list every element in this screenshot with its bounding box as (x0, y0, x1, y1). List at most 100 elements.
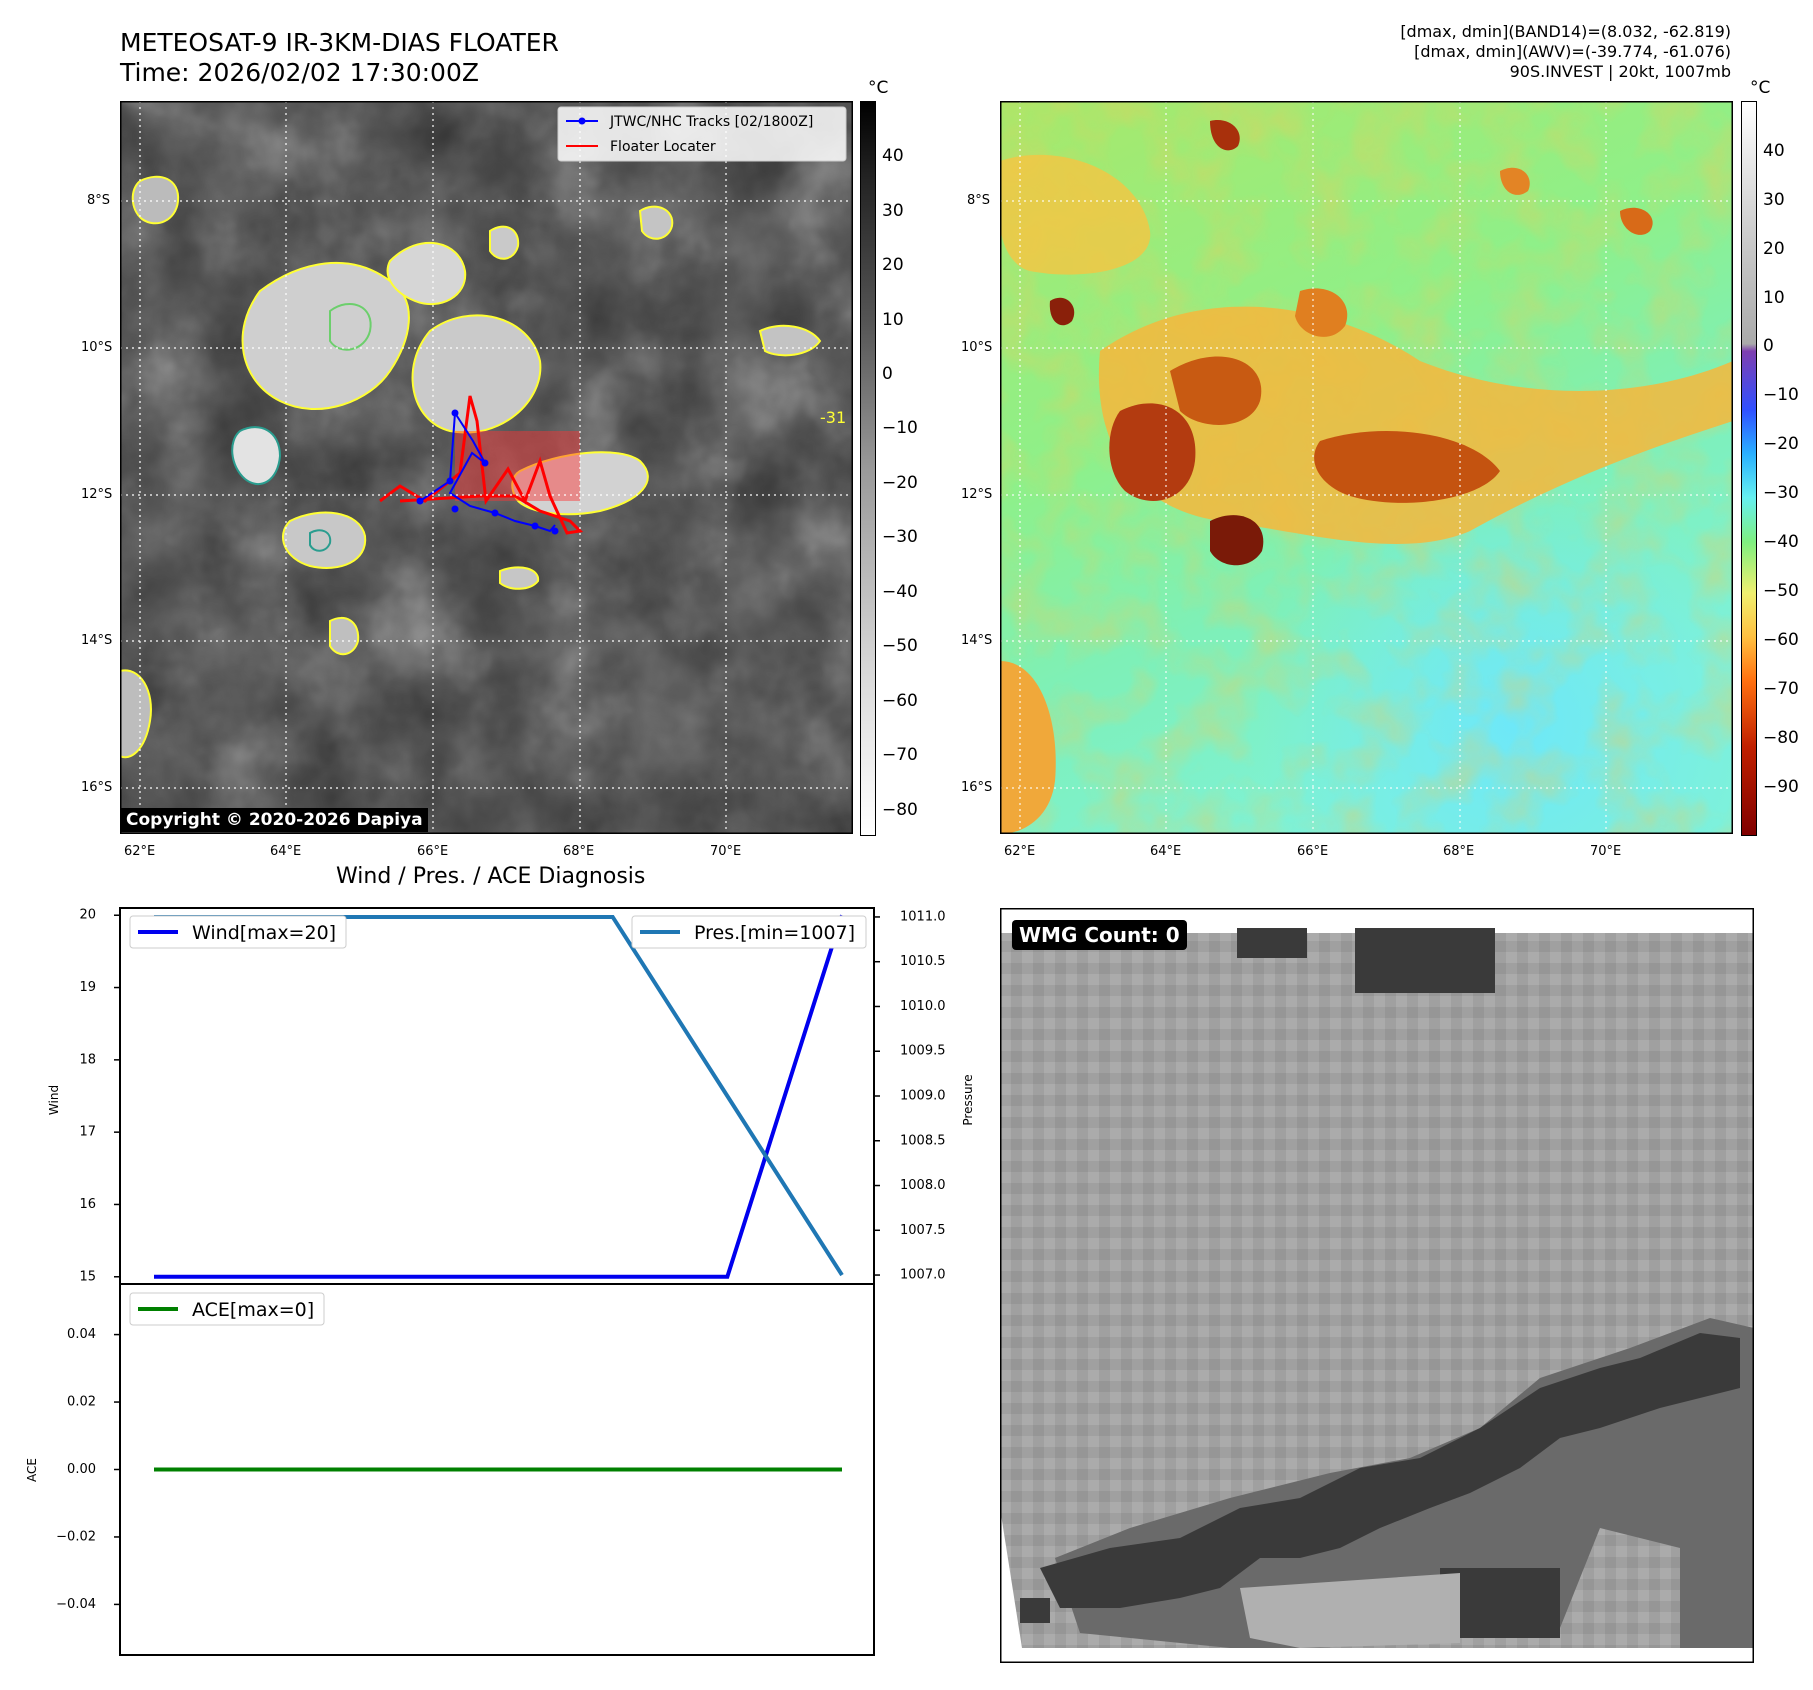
pressure-legend-label: Pres.[min=1007] (694, 922, 855, 944)
wv-cbar-tick: 0 (1763, 336, 1774, 356)
ir-gridlines (120, 101, 853, 834)
axis-tick-label: 1011.0 (900, 909, 946, 924)
wv-lon-tick: 64°E (1150, 844, 1182, 859)
wv-cbar-tick: −90 (1763, 777, 1799, 797)
jtwc-track-points (416, 409, 559, 535)
axis-tick-label: 18 (79, 1052, 96, 1067)
wv-frame (1000, 101, 1733, 834)
pressure-legend: Pres.[min=1007] (631, 915, 867, 949)
wv-lon-tick: 66°E (1297, 844, 1329, 859)
ace-legend-label: ACE[max=0] (192, 1299, 314, 1321)
ir-cbar-tick: −50 (882, 636, 918, 656)
storm-info: 90S.INVEST | 20kt, 1007mb (1509, 62, 1731, 81)
ace-axis-label: ACE (25, 1458, 39, 1482)
wv-lat-tick: 16°S (961, 780, 993, 795)
ir-cbar-tick: −60 (882, 691, 918, 711)
wv-cbar-tick: −40 (1763, 532, 1799, 552)
wv-cbar-tick: 30 (1763, 190, 1785, 210)
wv-lat-tick: 12°S (961, 487, 993, 502)
axis-tick-label: 1009.0 (900, 1089, 946, 1104)
wv-cbar-tick: −10 (1763, 385, 1799, 405)
axis-tick-label: 19 (79, 980, 96, 995)
ir-lat-tick: 8°S (87, 193, 111, 208)
wmg-frame (1000, 908, 1754, 1663)
wv-moist-regions (1000, 120, 1733, 834)
ir-satellite-image: -31 JTWC/NHC Tracks [02/1800Z] Floater L… (120, 101, 853, 834)
ir-colorbar (860, 101, 876, 836)
axis-tick-label: −0.04 (56, 1597, 96, 1612)
wv-cbar-tick: −50 (1763, 581, 1799, 601)
wv-lat-tick: 14°S (961, 633, 993, 648)
ir-cbar-tick: −20 (882, 473, 918, 493)
axis-tick-label: 16 (79, 1197, 96, 1212)
ir-lat-tick: 12°S (81, 487, 113, 502)
wind-series-line (154, 914, 844, 1279)
ir-legend: JTWC/NHC Tracks [02/1800Z] Floater Locat… (557, 106, 847, 162)
ir-cbar-tick: −40 (882, 582, 918, 602)
wv-colorbar (1741, 101, 1757, 836)
wv-cbar-tick: −20 (1763, 434, 1799, 454)
time-title: Time: 2026/02/02 17:30:00Z (120, 58, 479, 87)
wv-lon-tick: 68°E (1443, 844, 1475, 859)
diagnosis-title: Wind / Pres. / ACE Diagnosis (336, 864, 646, 889)
wind-legend: Wind[max=20] (129, 915, 347, 949)
ir-cbar-tick: −70 (882, 745, 918, 765)
ace-axis: 0.04 0.02 0.00 −0.02 −0.04 (56, 1327, 120, 1612)
wv-cbar-tick: −30 (1763, 483, 1799, 503)
diagnosis-chart: 20 19 18 17 16 15 1011.0 1010.5 1010.0 1009.5 100… (25, 907, 975, 1656)
wind-axis-label: Wind (47, 1085, 61, 1115)
band14-stats: [dmax, dmin](BAND14)=(8.032, -62.819) (1400, 22, 1731, 41)
wmg-image (1000, 908, 1754, 1663)
water-vapor-image (1000, 101, 1733, 834)
figure-title: METEOSAT-9 IR-3KM-DIAS FLOATER Time: 202… (120, 28, 559, 88)
pressure-axis: 1011.0 1010.5 1010.0 1009.5 1009.0 1008.5 1008… (874, 909, 946, 1283)
ace-legend: ACE[max=0] (129, 1292, 325, 1326)
wv-lat-tick: 8°S (967, 193, 991, 208)
axis-tick-label: 20 (79, 908, 96, 923)
ir-cbar-tick: 10 (882, 310, 904, 330)
axis-tick-label: 1010.5 (900, 954, 946, 969)
axis-tick-label: 1007.0 (900, 1268, 946, 1283)
wv-cbar-tick: 20 (1763, 239, 1785, 259)
ir-cbar-tick: 0 (882, 364, 893, 384)
axis-tick-label: 0.04 (67, 1327, 96, 1342)
axis-tick-label: 0.00 (67, 1462, 96, 1477)
ir-cbar-tick: −10 (882, 418, 918, 438)
wv-cbar-tick: 10 (1763, 288, 1785, 308)
wmg-light-patch (1240, 1573, 1460, 1648)
ir-cbar-tick: 30 (882, 201, 904, 221)
stats-block: [dmax, dmin](BAND14)=(8.032, -62.819) [d… (1400, 22, 1731, 82)
ir-frame (120, 101, 853, 834)
ir-lon-tick: 70°E (710, 844, 742, 859)
axis-tick-label: 1007.5 (900, 1223, 946, 1238)
axis-tick-label: 15 (79, 1269, 96, 1284)
ir-cbar-tick: −30 (882, 527, 918, 547)
ir-lon-tick: 64°E (270, 844, 302, 859)
wind-axis: 20 19 18 17 16 15 (79, 908, 120, 1284)
axis-tick-label: 17 (79, 1125, 96, 1140)
contour-label: -31 (820, 408, 846, 427)
pressure-series-line (154, 914, 844, 1277)
ir-cbar-tick: −80 (882, 800, 918, 820)
ir-lon-tick: 62°E (124, 844, 156, 859)
wv-cbar-tick: −70 (1763, 679, 1799, 699)
ir-lat-tick: 10°S (81, 340, 113, 355)
ir-lon-tick: 68°E (563, 844, 595, 859)
wind-pressure-frame (119, 907, 875, 1285)
axis-tick-label: 1009.5 (900, 1044, 946, 1059)
axis-tick-label: −0.02 (56, 1529, 96, 1544)
floater-locater-path (379, 395, 584, 535)
legend-jtwc-tracks: JTWC/NHC Tracks [02/1800Z] (609, 114, 813, 130)
ir-cbar-tick: 20 (882, 255, 904, 275)
wv-cbar-tick: 40 (1763, 141, 1785, 161)
axis-tick-label: 1008.0 (900, 1178, 946, 1193)
wmg-count-badge: WMG Count: 0 (1012, 920, 1187, 950)
ir-colorbar-unit: °C (868, 78, 889, 98)
ir-cbar-tick: 40 (882, 146, 904, 166)
copyright-badge: Copyright © 2020-2026 Dapiya (121, 808, 428, 832)
ir-lat-tick: 14°S (81, 633, 113, 648)
axis-tick-label: 1010.0 (900, 999, 946, 1014)
wv-cbar-tick: −60 (1763, 630, 1799, 650)
axis-tick-label: 1008.5 (900, 1133, 946, 1148)
wind-legend-label: Wind[max=20] (192, 922, 336, 944)
